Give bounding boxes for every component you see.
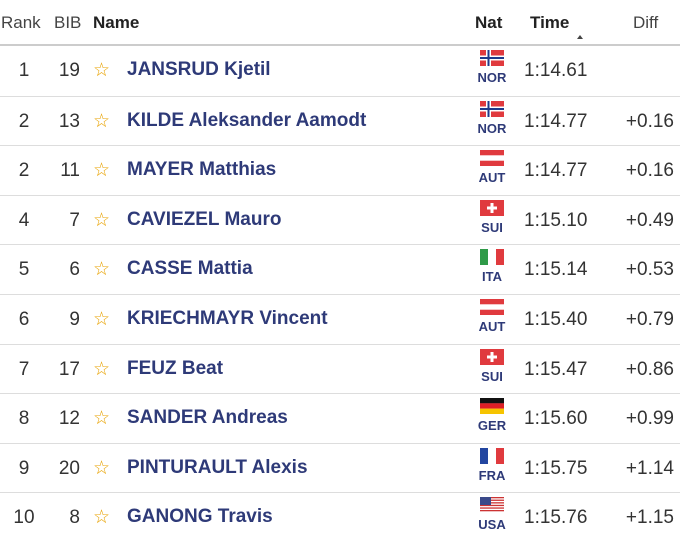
diff: +1.14 (625, 457, 674, 479)
bib: 12 (58, 408, 80, 430)
rank: 1 (18, 60, 30, 81)
favorite-star[interactable]: ☆ (93, 160, 111, 182)
favorite-star[interactable]: ☆ (93, 209, 111, 231)
rank: 5 (18, 259, 30, 281)
rank: 10 (13, 507, 35, 529)
athlete-name[interactable]: SANDER Andreas (127, 407, 288, 429)
flag (480, 50, 504, 66)
bib: 19 (58, 60, 80, 81)
flag (480, 299, 504, 315)
diff: +0.99 (625, 408, 674, 430)
flag (480, 398, 504, 415)
header-border (0, 44, 680, 46)
column-header[interactable]: Time (530, 13, 570, 32)
rank: 8 (18, 408, 30, 430)
table-row[interactable]: 4 7 ☆ CAVIEZEL Mauro SUI 1:15.10 +0.49 (0, 194, 680, 246)
time: 1:15.40 (524, 309, 588, 330)
nation-code: USA (478, 517, 506, 533)
rank: 6 (18, 309, 30, 330)
favorite-star[interactable]: ☆ (93, 259, 111, 281)
table-row[interactable]: 10 8 ☆ GANONG Travis USA 1:15.76 +1.15 (0, 492, 680, 542)
nation-code: FRA (478, 467, 506, 483)
diff: +1.15 (625, 507, 674, 529)
column-header[interactable]: Diff (633, 13, 659, 32)
favorite-star[interactable]: ☆ (93, 309, 111, 330)
athlete-name[interactable]: GANONG Travis (127, 506, 273, 528)
table-row[interactable]: 8 12 ☆ SANDER Andreas GER 1:15.60 +0.99 (0, 393, 680, 444)
nation-code: NOR (477, 70, 507, 85)
sort-arrow[interactable] (576, 34, 586, 40)
time: 1:15.60 (524, 408, 588, 430)
athlete-name[interactable]: FEUZ Beat (127, 357, 224, 379)
table-row[interactable]: 2 11 ☆ MAYER Matthias AUT 1:14.77 +0.16 (0, 145, 680, 196)
athlete-name[interactable]: CASSE Mattia (127, 258, 253, 280)
nation-code: AUT (478, 319, 506, 334)
time: 1:15.76 (524, 507, 588, 529)
flag (480, 447, 504, 464)
favorite-star[interactable]: ☆ (93, 60, 111, 81)
athlete-name[interactable]: CAVIEZEL Mauro (127, 208, 282, 230)
nation-code: AUT (478, 170, 506, 186)
rank: 2 (18, 110, 30, 132)
athlete-name[interactable]: MAYER Matthias (127, 159, 277, 181)
flag (480, 100, 504, 117)
nation-code: SUI (481, 368, 503, 384)
rank: 4 (18, 209, 30, 231)
time: 1:14.61 (524, 60, 588, 81)
bib: 17 (58, 358, 80, 380)
favorite-star[interactable]: ☆ (93, 457, 111, 479)
column-header: Rank (1, 13, 41, 32)
nation-code: ITA (482, 269, 502, 285)
bib: 20 (58, 457, 80, 479)
diff: +0.16 (625, 160, 674, 182)
bib: 11 (60, 160, 80, 182)
flag (480, 199, 504, 216)
rank: 7 (18, 358, 30, 380)
diff: +0.79 (625, 309, 674, 330)
bib: 13 (58, 110, 80, 132)
time: 1:15.75 (524, 457, 588, 479)
nation-code: NOR (477, 120, 507, 136)
diff: +0.53 (625, 259, 674, 281)
table-row[interactable]: 9 20 ☆ PINTURAULT Alexis FRA 1:15.75 +1.14 (0, 442, 680, 494)
column-header: BIB (54, 13, 82, 32)
favorite-star[interactable]: ☆ (93, 507, 111, 529)
bib: 6 (69, 259, 80, 281)
flag (480, 497, 504, 514)
nation-code: SUI (481, 219, 503, 235)
athlete-name[interactable]: KILDE Aleksander Aamodt (127, 109, 367, 131)
athlete-name[interactable]: KRIECHMAYR Vincent (127, 308, 328, 329)
bib: 8 (69, 507, 80, 529)
rank: 2 (18, 160, 30, 182)
diff: +0.49 (625, 209, 674, 231)
column-header: Name (93, 13, 140, 32)
favorite-star[interactable]: ☆ (93, 110, 111, 132)
table-row[interactable]: 6 9 ☆ KRIECHMAYR Vincent AUT 1:15.40 +0.79 (0, 294, 680, 345)
bib: 9 (69, 309, 80, 330)
time: 1:15.47 (524, 358, 588, 380)
diff: +0.86 (625, 358, 674, 380)
flag (480, 150, 504, 167)
table-row[interactable]: 2 13 ☆ KILDE Aleksander Aamodt NOR 1:14.77 +0.… (0, 95, 680, 147)
flag (480, 249, 504, 266)
diff: +0.16 (625, 110, 674, 132)
athlete-name[interactable]: JANSRUD Kjetil (127, 59, 271, 80)
rank: 9 (18, 457, 30, 479)
favorite-star[interactable]: ☆ (93, 358, 111, 380)
flag (480, 348, 504, 365)
table-row[interactable]: 7 17 ☆ FEUZ Beat SUI 1:15.47 +0.86 (0, 343, 680, 395)
table-row[interactable]: 1 19 ☆ JANSRUD Kjetil NOR 1:14.61 (0, 46, 680, 96)
athlete-name[interactable]: PINTURAULT Alexis (127, 456, 308, 478)
column-header: Nat (475, 13, 503, 32)
bib: 7 (69, 209, 80, 231)
time: 1:14.77 (524, 110, 588, 132)
nation-code: GER (477, 418, 507, 434)
favorite-star[interactable]: ☆ (93, 408, 111, 430)
time: 1:15.14 (524, 259, 588, 281)
time: 1:15.10 (524, 209, 588, 231)
time: 1:14.77 (524, 160, 588, 182)
table-row[interactable]: 5 6 ☆ CASSE Mattia ITA 1:15.14 +0.53 (0, 244, 680, 295)
